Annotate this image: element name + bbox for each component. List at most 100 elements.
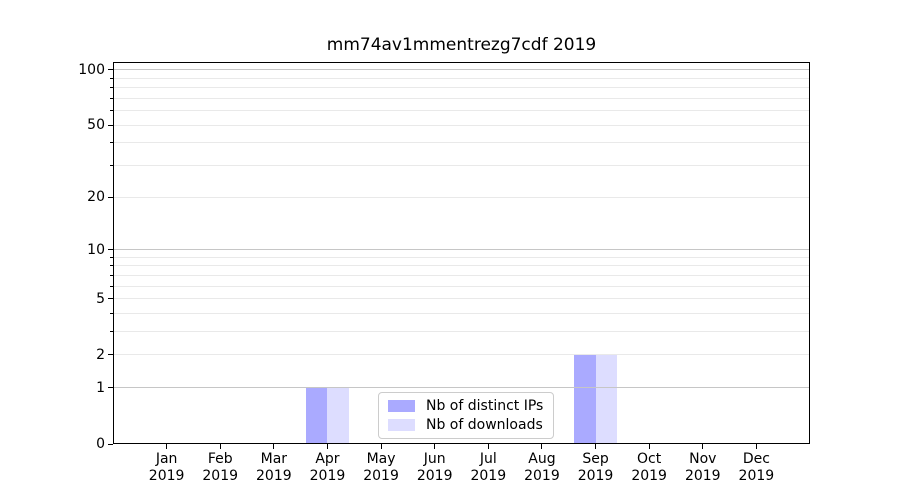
- xtick-label-jul: Jul 2019: [460, 451, 516, 485]
- legend-swatch-distinct-ips: [388, 400, 415, 412]
- ytick-minor-4: [110, 312, 113, 314]
- ytick-50: [108, 124, 113, 126]
- xtick-label-year: 2019: [148, 468, 185, 484]
- xtick-dec: [755, 444, 757, 449]
- gridline-y-5: [114, 298, 809, 300]
- xtick-label-sep: Sep 2019: [568, 451, 624, 485]
- gridline-y-1: [114, 387, 809, 389]
- gridline-y-minor-80: [114, 87, 809, 89]
- legend-label-distinct-ips: Nb of distinct IPs: [426, 398, 544, 414]
- gridline-y-100: [114, 69, 809, 71]
- xtick-label-nov: Nov 2019: [675, 451, 731, 485]
- ytick-label-20: 20: [87, 189, 105, 206]
- ytick-label-100: 100: [78, 61, 105, 78]
- xtick-label-year: 2019: [202, 468, 239, 484]
- bar-apr-downloads: [327, 387, 349, 443]
- ytick-minor-40: [110, 142, 113, 144]
- xtick-label-apr: Apr 2019: [299, 451, 355, 485]
- xtick-oct: [648, 444, 650, 449]
- ytick-minor-7: [110, 274, 113, 276]
- ytick-label-50: 50: [87, 117, 105, 134]
- bar-sep-downloads: [595, 354, 617, 443]
- xtick-label-month: Jan: [155, 451, 178, 467]
- gridline-y-2: [114, 354, 809, 356]
- ytick-label-1: 1: [96, 379, 105, 396]
- xtick-label-jan: Jan 2019: [139, 451, 195, 485]
- xtick-label-year: 2019: [738, 468, 775, 484]
- xtick-label-year: 2019: [309, 468, 346, 484]
- gridline-y-minor-40: [114, 142, 809, 144]
- xtick-label-year: 2019: [256, 468, 292, 484]
- gridline-y-20: [114, 196, 809, 198]
- ytick-1: [108, 387, 113, 389]
- gridline-y-minor-70: [114, 97, 809, 99]
- gridline-y-minor-9: [114, 256, 809, 258]
- gridline-y-minor-7: [114, 274, 809, 276]
- ytick-5: [108, 298, 113, 300]
- xtick-label-month: Nov: [689, 451, 717, 467]
- gridline-y-minor-3: [114, 331, 809, 333]
- plot-border: [113, 62, 810, 444]
- ytick-label-0: 0: [96, 436, 105, 452]
- xtick-label-month: Sep: [582, 451, 609, 467]
- xtick-label-year: 2019: [363, 468, 399, 484]
- xtick-label-month: Feb: [207, 451, 233, 467]
- legend-label-downloads: Nb of downloads: [426, 417, 543, 433]
- xtick-apr: [326, 444, 328, 449]
- ytick-minor-90: [110, 77, 113, 79]
- xtick-label-oct: Oct 2019: [621, 451, 677, 485]
- xtick-label-year: 2019: [631, 468, 667, 484]
- xtick-label-month: Jul: [479, 451, 497, 467]
- xtick-label-month: Oct: [637, 451, 662, 467]
- ytick-label-5: 5: [96, 290, 105, 307]
- xtick-may: [380, 444, 382, 449]
- gridline-y-minor-30: [114, 164, 809, 166]
- gridline-y-50: [114, 124, 809, 126]
- ytick-100: [108, 69, 113, 71]
- xtick-label-month: May: [366, 451, 396, 467]
- legend-swatch-downloads: [388, 419, 415, 431]
- gridline-y-minor-4: [114, 312, 809, 314]
- ytick-minor-30: [110, 164, 113, 166]
- xtick-nov: [702, 444, 704, 449]
- ytick-label-2: 2: [96, 346, 105, 363]
- ytick-minor-60: [110, 110, 113, 112]
- bar-apr-distinct-ips: [306, 387, 328, 443]
- xtick-label-year: 2019: [684, 468, 721, 484]
- gridline-y-10: [114, 249, 809, 250]
- ytick-minor-70: [110, 97, 113, 99]
- legend-item-downloads: Nb of downloads: [388, 417, 543, 433]
- xtick-label-dec: Dec 2019: [728, 451, 784, 485]
- gridline-y-minor-60: [114, 110, 809, 112]
- xtick-label-feb: Feb 2019: [192, 451, 248, 485]
- xtick-jan: [166, 444, 168, 449]
- xtick-mar: [273, 444, 275, 449]
- xtick-feb: [219, 444, 221, 449]
- xtick-jul: [487, 444, 489, 449]
- xtick-label-year: 2019: [470, 468, 507, 484]
- xtick-jun: [434, 444, 436, 449]
- xtick-label-jun: Jun 2019: [407, 451, 463, 485]
- ytick-2: [108, 354, 113, 356]
- ytick-20: [108, 196, 113, 198]
- ytick-minor-6: [110, 285, 113, 287]
- ytick-10: [108, 249, 113, 250]
- xtick-sep: [595, 444, 597, 449]
- gridline-y-minor-8: [114, 265, 809, 267]
- xtick-label-month: Aug: [528, 451, 556, 467]
- ytick-0: [108, 443, 113, 445]
- xtick-label-year: 2019: [524, 468, 560, 484]
- ytick-label-10: 10: [87, 241, 105, 258]
- xtick-aug: [541, 444, 543, 449]
- xtick-label-may: May 2019: [353, 451, 409, 485]
- gridline-y-minor-6: [114, 285, 809, 287]
- ytick-minor-8: [110, 265, 113, 267]
- xtick-label-month: Mar: [260, 451, 288, 467]
- xtick-label-mar: Mar 2019: [246, 451, 302, 485]
- xtick-label-month: Jun: [423, 451, 446, 467]
- xtick-label-month: Dec: [742, 451, 770, 467]
- ytick-minor-80: [110, 87, 113, 89]
- xtick-label-year: 2019: [416, 468, 453, 484]
- chart-title: mm74av1mmentrezg7cdf 2019: [326, 35, 597, 55]
